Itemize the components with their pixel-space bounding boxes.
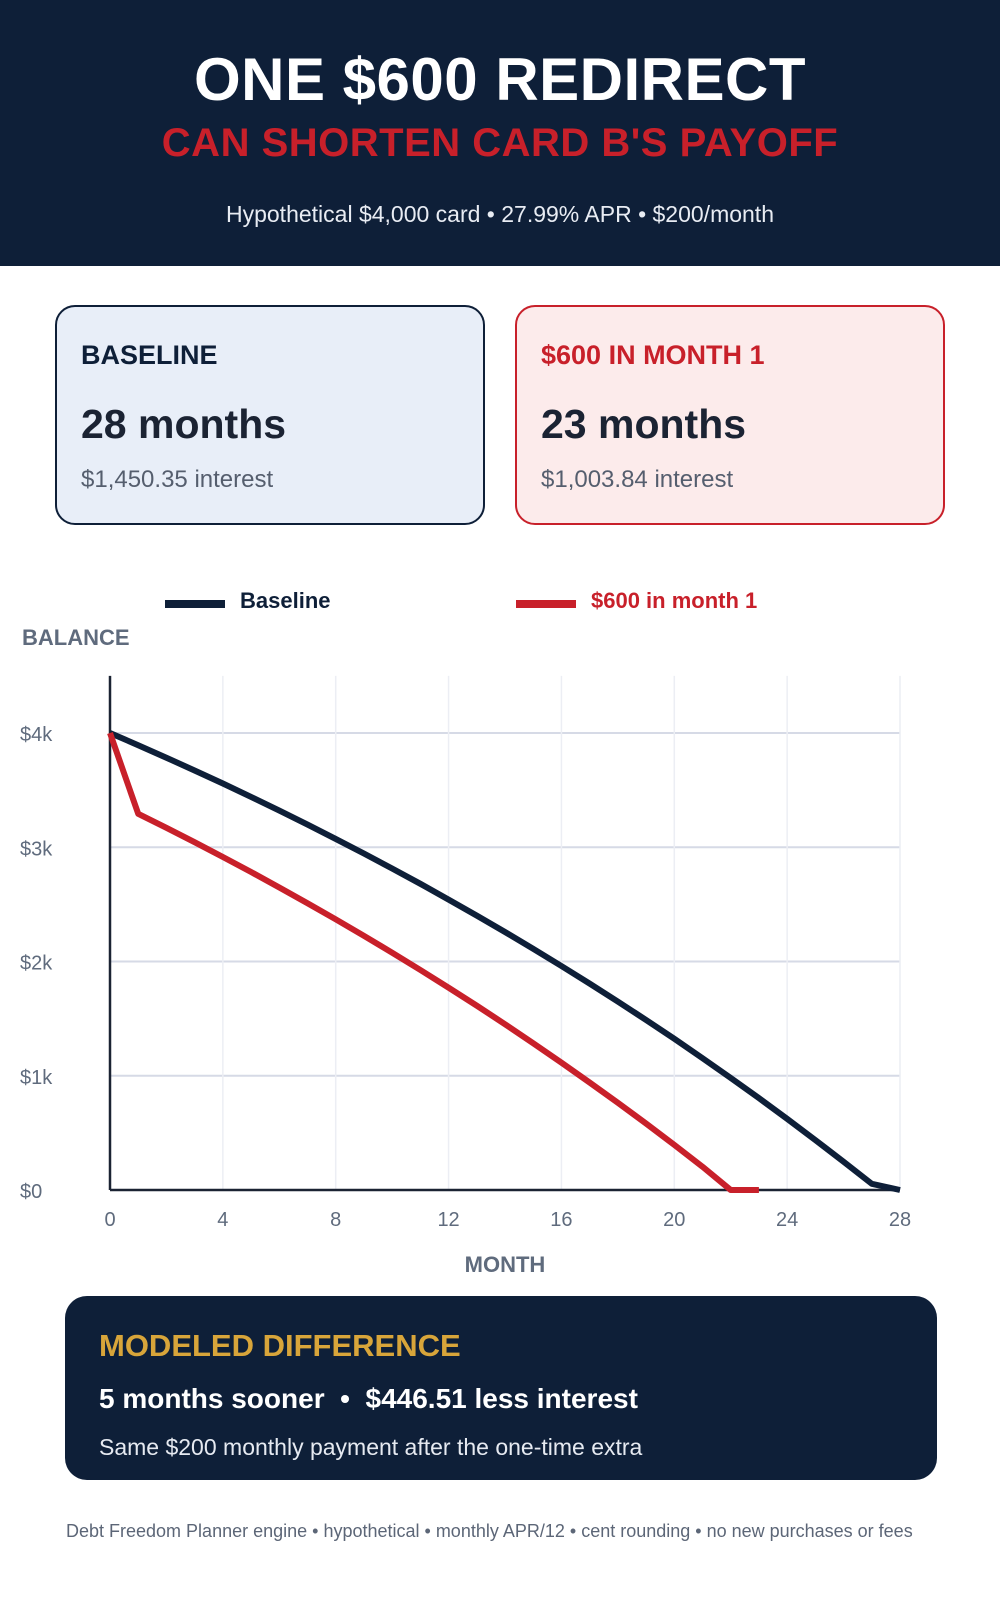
y-tick-label: $4k [20,724,53,746]
x-tick-label: 4 [217,1209,228,1231]
difference-note: Same $200 monthly payment after the one-… [99,1434,643,1460]
redirect-series-line [107,732,759,1193]
redirect-card-label: $600 IN MONTH 1 [541,340,765,370]
legend-baseline: Baseline [165,586,365,616]
x-tick-label: 24 [776,1209,798,1231]
page-title: ONE $600 REDIRECT [193,46,806,113]
x-axis-title: MONTH [465,1252,546,1277]
header: ONE $600 REDIRECT CAN SHORTEN CARD B'S P… [0,0,1000,266]
baseline-series-line [108,730,901,1193]
legend-baseline-swatch [165,600,225,608]
legend-redirect-swatch [516,600,576,608]
y-tick-label: $2k [20,953,53,975]
x-tick-label: 16 [550,1209,572,1231]
x-tick-label: 0 [104,1209,115,1231]
baseline-card-interest: $1,450.35 interest [81,466,274,493]
footer-note: Debt Freedom Planner engine • hypothetic… [66,1521,913,1541]
redirect-card-months: 23 months [541,401,747,447]
y-tick-label: $0 [20,1181,42,1203]
difference-title: MODELED DIFFERENCE [99,1328,461,1363]
baseline-card-label: BASELINE [81,340,218,370]
y-axis-title: BALANCE [22,625,130,650]
x-tick-label: 8 [330,1209,341,1231]
y-tick-label: $1k [20,1067,53,1089]
legend-baseline-label: Baseline [240,588,331,613]
page-subtitle: CAN SHORTEN CARD B'S PAYOFF [161,121,839,165]
x-tick-label: 28 [889,1209,911,1231]
scenario-details: Hypothetical $4,000 card • 27.99% APR • … [225,201,774,227]
legend-redirect-label: $600 in month 1 [591,588,758,613]
redirect-card-interest: $1,003.84 interest [541,466,734,493]
modeled-difference-panel: MODELED DIFFERENCE 5 months sooner • $44… [65,1296,937,1480]
redirect-card: $600 IN MONTH 1 23 months $1,003.84 inte… [515,305,945,525]
y-tick-label: $3k [20,838,53,860]
x-tick-label: 20 [663,1209,685,1231]
difference-summary: 5 months sooner • $446.51 less interest [99,1383,638,1414]
baseline-card-months: 28 months [81,401,287,447]
baseline-card: BASELINE 28 months $1,450.35 interest [55,305,485,525]
x-tick-label: 12 [437,1209,459,1231]
balance-chart: BALANCE $0 $1k $2k $3k $4k 0 4 8 12 16 20 24 28 MONTH [20,625,911,1277]
legend-redirect: $600 in month 1 [516,586,796,616]
